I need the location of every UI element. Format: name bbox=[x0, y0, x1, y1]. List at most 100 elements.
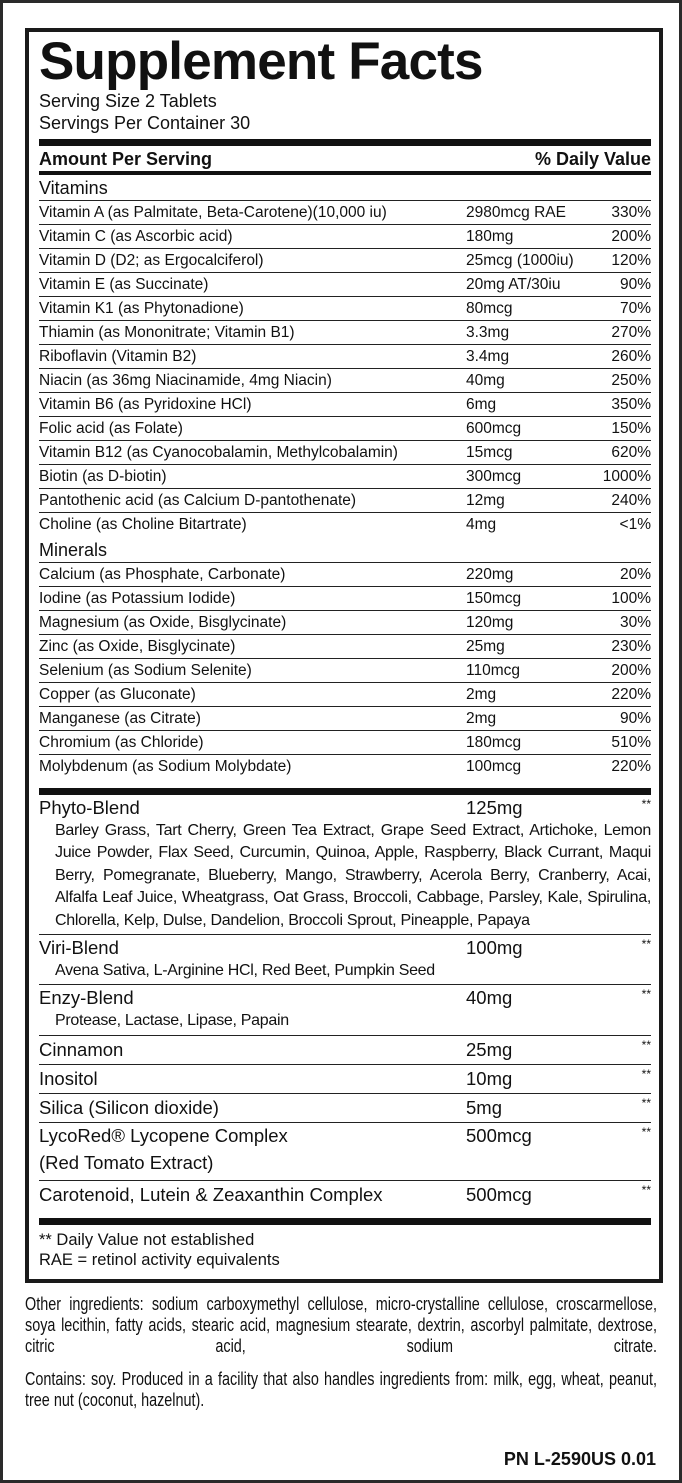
blend-header: Silica (Silicon dioxide) 5mg ** bbox=[39, 1094, 651, 1120]
column-header: Amount Per Serving % Daily Value bbox=[39, 146, 651, 171]
part-number: PN L-2590US 0.01 bbox=[503, 1449, 656, 1469]
nutrient-dv: 150% bbox=[611, 420, 651, 437]
nutrient-name: Zinc (as Oxide, Bisglycinate) bbox=[39, 638, 236, 655]
blend-amount: 10mg bbox=[466, 1067, 513, 1089]
supplement-facts-panel: Supplement Facts Serving Size 2 Tablets … bbox=[25, 28, 663, 1283]
blend-row: Inositol 10mg ** bbox=[39, 1065, 651, 1094]
footnote: RAE = retinol activity equivalents bbox=[39, 1250, 280, 1269]
divider-thick bbox=[39, 1217, 651, 1225]
nutrient-dv: 270% bbox=[611, 324, 651, 341]
nutrient-amount: 100mcg bbox=[466, 758, 522, 775]
blend-dv: ** bbox=[641, 937, 651, 952]
nutrient-row: Vitamin E (as Succinate) 20mg AT/30iu 90% bbox=[39, 273, 651, 297]
nutrient-name: Vitamin B12 (as Cyanocobalamin, Methylco… bbox=[39, 444, 398, 461]
nutrient-row: Magnesium (as Oxide, Bisglycinate) 120mg 3… bbox=[39, 611, 651, 635]
blend-name: LycoRed® Lycopene Complex bbox=[39, 1124, 288, 1146]
blend-amount: 125mg bbox=[466, 797, 523, 818]
nutrient-row: Manganese (as Citrate) 2mg 90% bbox=[39, 707, 651, 731]
nutrient-dv: 1000% bbox=[602, 468, 651, 485]
nutrient-amount: 3.3mg bbox=[466, 324, 510, 341]
nutrient-dv: 100% bbox=[611, 590, 651, 607]
blend-dv: ** bbox=[641, 1182, 651, 1197]
blend-amount: 500mcg bbox=[466, 1183, 532, 1205]
nutrient-name: Copper (as Gluconate) bbox=[39, 686, 196, 703]
blend-row: Enzy-Blend 40mg ** Protease, Lactase, Lipas… bbox=[39, 985, 651, 1036]
nutrient-amount: 12mg bbox=[466, 492, 505, 509]
divider-thick bbox=[39, 788, 651, 795]
nutrient-amount: 2mg bbox=[466, 686, 497, 703]
nutrient-amount: 110mcg bbox=[466, 662, 520, 679]
nutrient-amount: 25mg bbox=[466, 638, 505, 655]
nutrient-dv: 620% bbox=[611, 444, 651, 461]
nutrient-dv: 250% bbox=[611, 372, 651, 389]
nutrient-name: Pantothenic acid (as Calcium D-pantothen… bbox=[39, 492, 357, 509]
nutrient-name: Chromium (as Chloride) bbox=[39, 734, 204, 751]
nutrient-name: Vitamin D (D2; as Ergocalciferol) bbox=[39, 252, 264, 269]
nutrient-amount: 3.4mg bbox=[466, 348, 510, 365]
nutrient-name: Vitamin E (as Succinate) bbox=[39, 276, 209, 293]
nutrient-row: Riboflavin (Vitamin B2) 3.4mg 260% bbox=[39, 345, 651, 369]
nutrient-row: Choline (as Choline Bitartrate) 4mg <1% bbox=[39, 513, 651, 537]
nutrient-name: Calcium (as Phosphate, Carbonate) bbox=[39, 566, 286, 583]
nutrient-dv: 90% bbox=[619, 710, 651, 727]
blend-dv: ** bbox=[641, 797, 651, 811]
nutrient-dv: 220% bbox=[611, 758, 651, 775]
dv-header: % Daily Value bbox=[534, 149, 651, 169]
nutrient-amount: 120mg bbox=[466, 614, 514, 631]
nutrient-row: Vitamin D (D2; as Ergocalciferol) 25mcg (… bbox=[39, 249, 651, 273]
nutrient-row: Niacin (as 36mg Niacinamide, 4mg Niacin)… bbox=[39, 369, 651, 393]
nutrient-dv: 220% bbox=[611, 686, 651, 703]
blend-name: Phyto-Blend bbox=[39, 797, 140, 818]
blend-name: Inositol bbox=[39, 1067, 98, 1089]
blend-header: Enzy-Blend 40mg ** bbox=[39, 985, 651, 1010]
blend-row: Cinnamon 25mg ** bbox=[39, 1036, 651, 1065]
nutrient-name: Riboflavin (Vitamin B2) bbox=[39, 348, 197, 365]
nutrient-amount: 2980mcg RAE bbox=[466, 204, 566, 221]
footnote: ** Daily Value not established bbox=[39, 1230, 255, 1249]
nutrient-amount: 180mg bbox=[466, 228, 514, 245]
nutrient-row: Biotin (as D-biotin) 300mcg 1000% bbox=[39, 465, 651, 489]
nutrient-dv: 330% bbox=[611, 204, 651, 221]
blend-amount: 40mg bbox=[466, 987, 513, 1009]
serving-size: Serving Size 2 Tablets bbox=[39, 91, 217, 111]
minerals-list: Calcium (as Phosphate, Carbonate) 220mg 20… bbox=[39, 563, 651, 779]
blend-name: Cinnamon bbox=[39, 1038, 124, 1060]
blend-dv: ** bbox=[641, 987, 651, 1002]
blend-header: Carotenoid, Lutein & Zeaxanthin Complex 5… bbox=[39, 1181, 651, 1207]
nutrient-dv: 510% bbox=[611, 734, 651, 751]
nutrient-row: Chromium (as Chloride) 180mcg 510% bbox=[39, 731, 651, 755]
blend-ingredients: Protease, Lactase, Lipase, Papain bbox=[55, 1012, 289, 1030]
nutrient-amount: 180mcg bbox=[466, 734, 522, 751]
nutrient-name: Thiamin (as Mononitrate; Vitamin B1) bbox=[39, 324, 295, 341]
section-minerals: Minerals bbox=[39, 537, 651, 563]
nutrient-amount: 300mcg bbox=[466, 468, 522, 485]
blend-header: Cinnamon 25mg ** bbox=[39, 1036, 651, 1062]
nutrient-row: Folic acid (as Folate) 600mcg 150% bbox=[39, 417, 651, 441]
ingredients-text: Other ingredients: sodium carboxymethyl … bbox=[25, 1294, 657, 1423]
nutrient-dv: 260% bbox=[611, 348, 651, 365]
nutrient-amount: 600mcg bbox=[466, 420, 522, 437]
nutrient-name: Folic acid (as Folate) bbox=[39, 420, 183, 437]
blend-ingredients: Avena Sativa, L-Arginine HCl, Red Beet, … bbox=[55, 962, 435, 980]
blend-subtitle: (Red Tomato Extract) bbox=[39, 1151, 214, 1173]
nutrient-row: Copper (as Gluconate) 2mg 220% bbox=[39, 683, 651, 707]
nutrient-amount: 40mg bbox=[466, 372, 505, 389]
nutrient-row: Selenium (as Sodium Selenite) 110mcg 200% bbox=[39, 659, 651, 683]
divider-medium bbox=[39, 171, 651, 175]
nutrient-dv: 230% bbox=[611, 638, 651, 655]
nutrient-name: Vitamin C (as Ascorbic acid) bbox=[39, 228, 233, 245]
nutrient-dv: 200% bbox=[611, 662, 651, 679]
blend-name: Silica (Silicon dioxide) bbox=[39, 1096, 219, 1118]
nutrient-name: Manganese (as Citrate) bbox=[39, 710, 201, 727]
blend-header: Inositol 10mg ** bbox=[39, 1065, 651, 1091]
nutrient-name: Iodine (as Potassium Iodide) bbox=[39, 590, 236, 607]
nutrient-dv: 200% bbox=[611, 228, 651, 245]
nutrient-dv: 120% bbox=[611, 252, 651, 269]
nutrient-row: Vitamin B6 (as Pyridoxine HCl) 6mg 350% bbox=[39, 393, 651, 417]
nutrient-amount: 15mcg bbox=[466, 444, 513, 461]
nutrient-name: Biotin (as D-biotin) bbox=[39, 468, 167, 485]
panel-title: Supplement Facts bbox=[39, 32, 483, 91]
nutrient-name: Vitamin K1 (as Phytonadione) bbox=[39, 300, 244, 317]
vitamins-list: Vitamin A (as Palmitate, Beta-Carotene)(… bbox=[39, 201, 651, 537]
